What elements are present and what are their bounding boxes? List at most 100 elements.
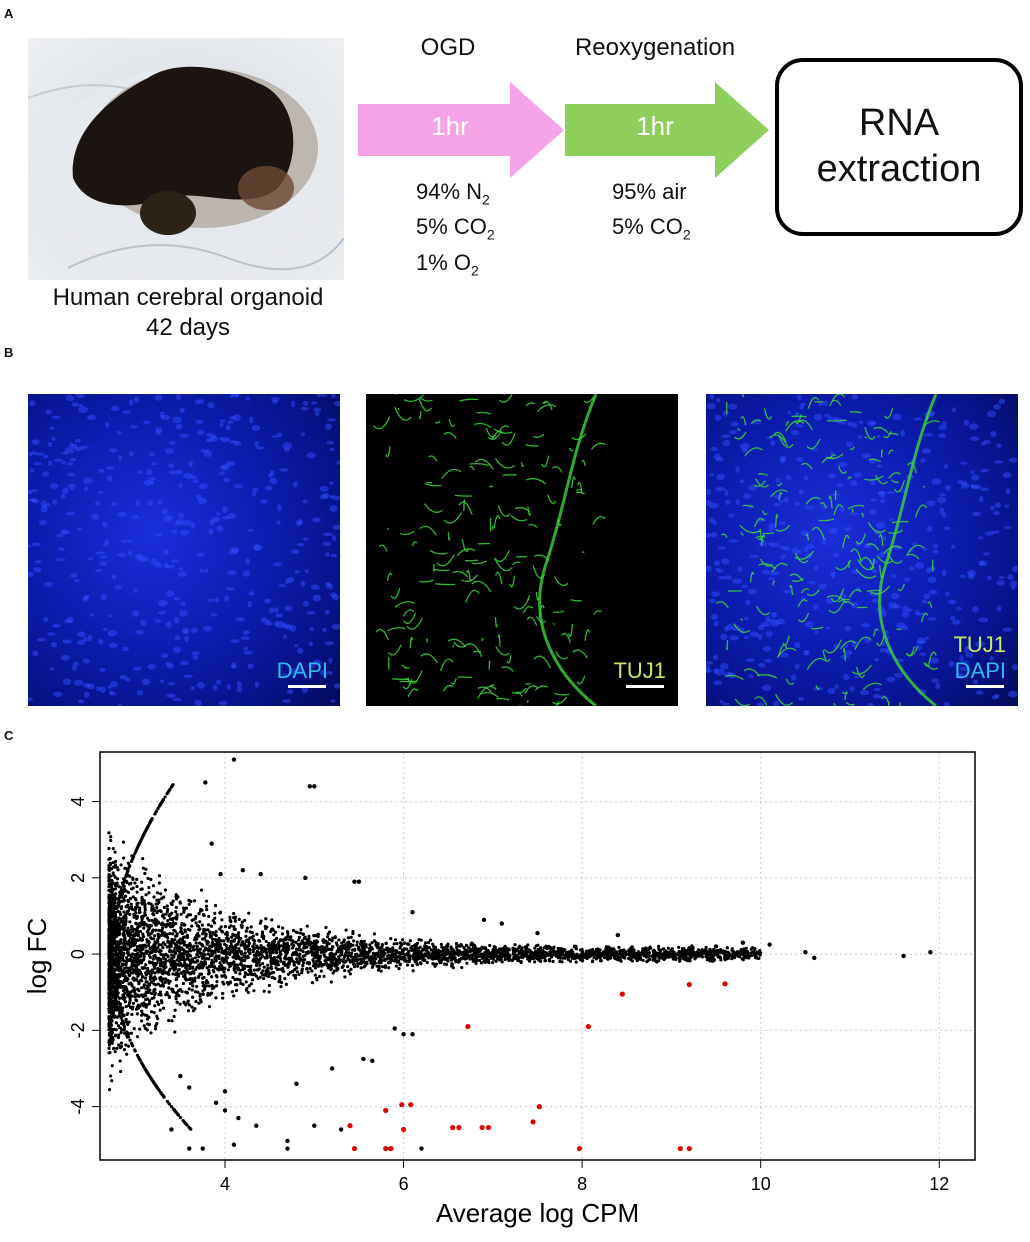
- y-tick-label: 4: [68, 797, 88, 807]
- x-tick-label: 10: [751, 1174, 771, 1194]
- gene-point: [812, 955, 817, 961]
- gene-point: [213, 1100, 219, 1106]
- gene-point: [401, 1031, 406, 1037]
- ogd-conditions: 94% N2 5% CO2 1% O2: [416, 178, 495, 284]
- merged-scalebar: [966, 685, 1004, 688]
- significant-gene-point: [677, 1145, 683, 1152]
- organoid-photo: [28, 38, 344, 280]
- significant-gene-point: [399, 1102, 405, 1108]
- significant-gene-point: [619, 991, 625, 997]
- gene-point: [928, 949, 933, 955]
- ma-plot: 4 6 8 10 12 -4 -2 0 2 4 Average log CPM log FC: [22, 751, 976, 1228]
- dapi-image: DAPI: [28, 394, 340, 706]
- merged-image: TUJ1 DAPI: [706, 394, 1018, 706]
- significant-gene-point: [485, 1124, 491, 1131]
- significant-gene-point: [347, 1123, 353, 1129]
- gene-point: [222, 1089, 228, 1094]
- significant-gene-point: [576, 1145, 583, 1152]
- gene-point: [338, 1127, 344, 1132]
- ogd-arrow: [358, 82, 564, 178]
- gene-point: [687, 946, 692, 951]
- gene-point: [285, 1146, 290, 1151]
- gene-point: [410, 1031, 415, 1037]
- gene-point: [356, 879, 362, 884]
- rna-extraction-line2: extraction: [816, 148, 982, 190]
- gene-point: [222, 1108, 228, 1113]
- gene-point: [209, 841, 214, 846]
- gene-point: [187, 1146, 192, 1151]
- gene-point: [294, 1081, 299, 1086]
- gene-point: [285, 1138, 290, 1144]
- significant-gene-point: [722, 981, 728, 987]
- significant-gene-point: [530, 1119, 536, 1125]
- gene-point: [615, 932, 621, 938]
- point-cloud-dense: [107, 783, 763, 1131]
- gene-point: [352, 879, 357, 884]
- plot-frame: [99, 751, 976, 1161]
- gene-point: [329, 1066, 335, 1071]
- significant-gene-point: [536, 1104, 542, 1110]
- significant-gene-point: [686, 981, 692, 988]
- gene-point: [361, 1056, 366, 1062]
- dapi-scalebar: [288, 685, 326, 688]
- reoxygenation-condition-1: 95% air: [612, 179, 687, 204]
- organoid-caption-line1: Human cerebral organoid: [52, 284, 324, 311]
- plot-axes: 4 6 8 10 12 -4 -2 0 2 4: [68, 797, 949, 1194]
- gene-point: [203, 780, 208, 785]
- gene-point: [258, 871, 263, 877]
- y-axis-label: log FC: [22, 918, 52, 995]
- significant-gene-point: [585, 1023, 591, 1030]
- x-tick-label: 4: [220, 1174, 230, 1194]
- gene-point: [419, 1146, 424, 1151]
- gene-point: [236, 1115, 241, 1121]
- gene-point: [410, 909, 415, 915]
- merged-image-label-dapi: DAPI: [954, 658, 1006, 683]
- significant-gene-point: [351, 1145, 358, 1152]
- y-tick-label: -4: [68, 1099, 88, 1115]
- x-tick-label: 8: [577, 1174, 587, 1194]
- gene-point: [481, 917, 487, 922]
- significant-gene-point: [400, 1126, 407, 1133]
- plot-points: [169, 757, 933, 1152]
- y-tick-label: 2: [68, 873, 88, 883]
- x-tick-label: 12: [929, 1174, 949, 1194]
- reoxygenation-duration: 1hr: [636, 111, 674, 141]
- rna-extraction-box: RNA extraction: [775, 58, 1023, 236]
- gene-point: [178, 1073, 183, 1079]
- gene-point: [231, 757, 237, 762]
- gene-point: [901, 953, 906, 959]
- point-cloud: [107, 783, 763, 1131]
- gene-point: [231, 1142, 237, 1147]
- gene-point: [240, 868, 246, 873]
- ogd-title: OGD: [420, 34, 476, 61]
- gene-point: [535, 930, 540, 936]
- gene-point: [307, 784, 313, 789]
- gene-point: [169, 1127, 174, 1132]
- gene-point: [187, 1085, 192, 1090]
- tuj1-image-label: TUJ1: [613, 658, 666, 683]
- panel-label-c: C: [4, 728, 14, 743]
- significant-gene-point: [388, 1145, 394, 1152]
- reoxygenation-condition-2: 5% CO2: [612, 214, 691, 243]
- significant-gene-point: [450, 1124, 456, 1131]
- gene-point: [312, 1123, 317, 1128]
- ogd-condition-2: 5% CO2: [416, 214, 495, 243]
- ogd-condition-3: 1% O2: [416, 249, 479, 279]
- panel-label-b: B: [4, 345, 14, 360]
- x-axis-label: Average log CPM: [436, 1198, 639, 1228]
- gene-point: [218, 871, 223, 877]
- x-tick-label: 6: [399, 1174, 409, 1194]
- organoid-caption-line2: 42 days: [145, 314, 231, 341]
- significant-gene-point: [383, 1107, 389, 1114]
- reoxygenation-title: Reoxygenation: [574, 34, 736, 61]
- tuj1-image: TUJ1: [366, 394, 678, 706]
- ogd-condition-1: 94% N2: [416, 179, 490, 208]
- merged-image-label-tuj1: TUJ1: [953, 632, 1006, 657]
- gene-point: [713, 944, 719, 949]
- y-tick-label: 0: [68, 949, 88, 959]
- significant-gene-point: [479, 1124, 485, 1131]
- ogd-duration: 1hr: [431, 111, 469, 141]
- gene-point: [200, 1146, 205, 1151]
- gene-point: [767, 942, 772, 947]
- rna-extraction-line1: RNA: [858, 102, 940, 145]
